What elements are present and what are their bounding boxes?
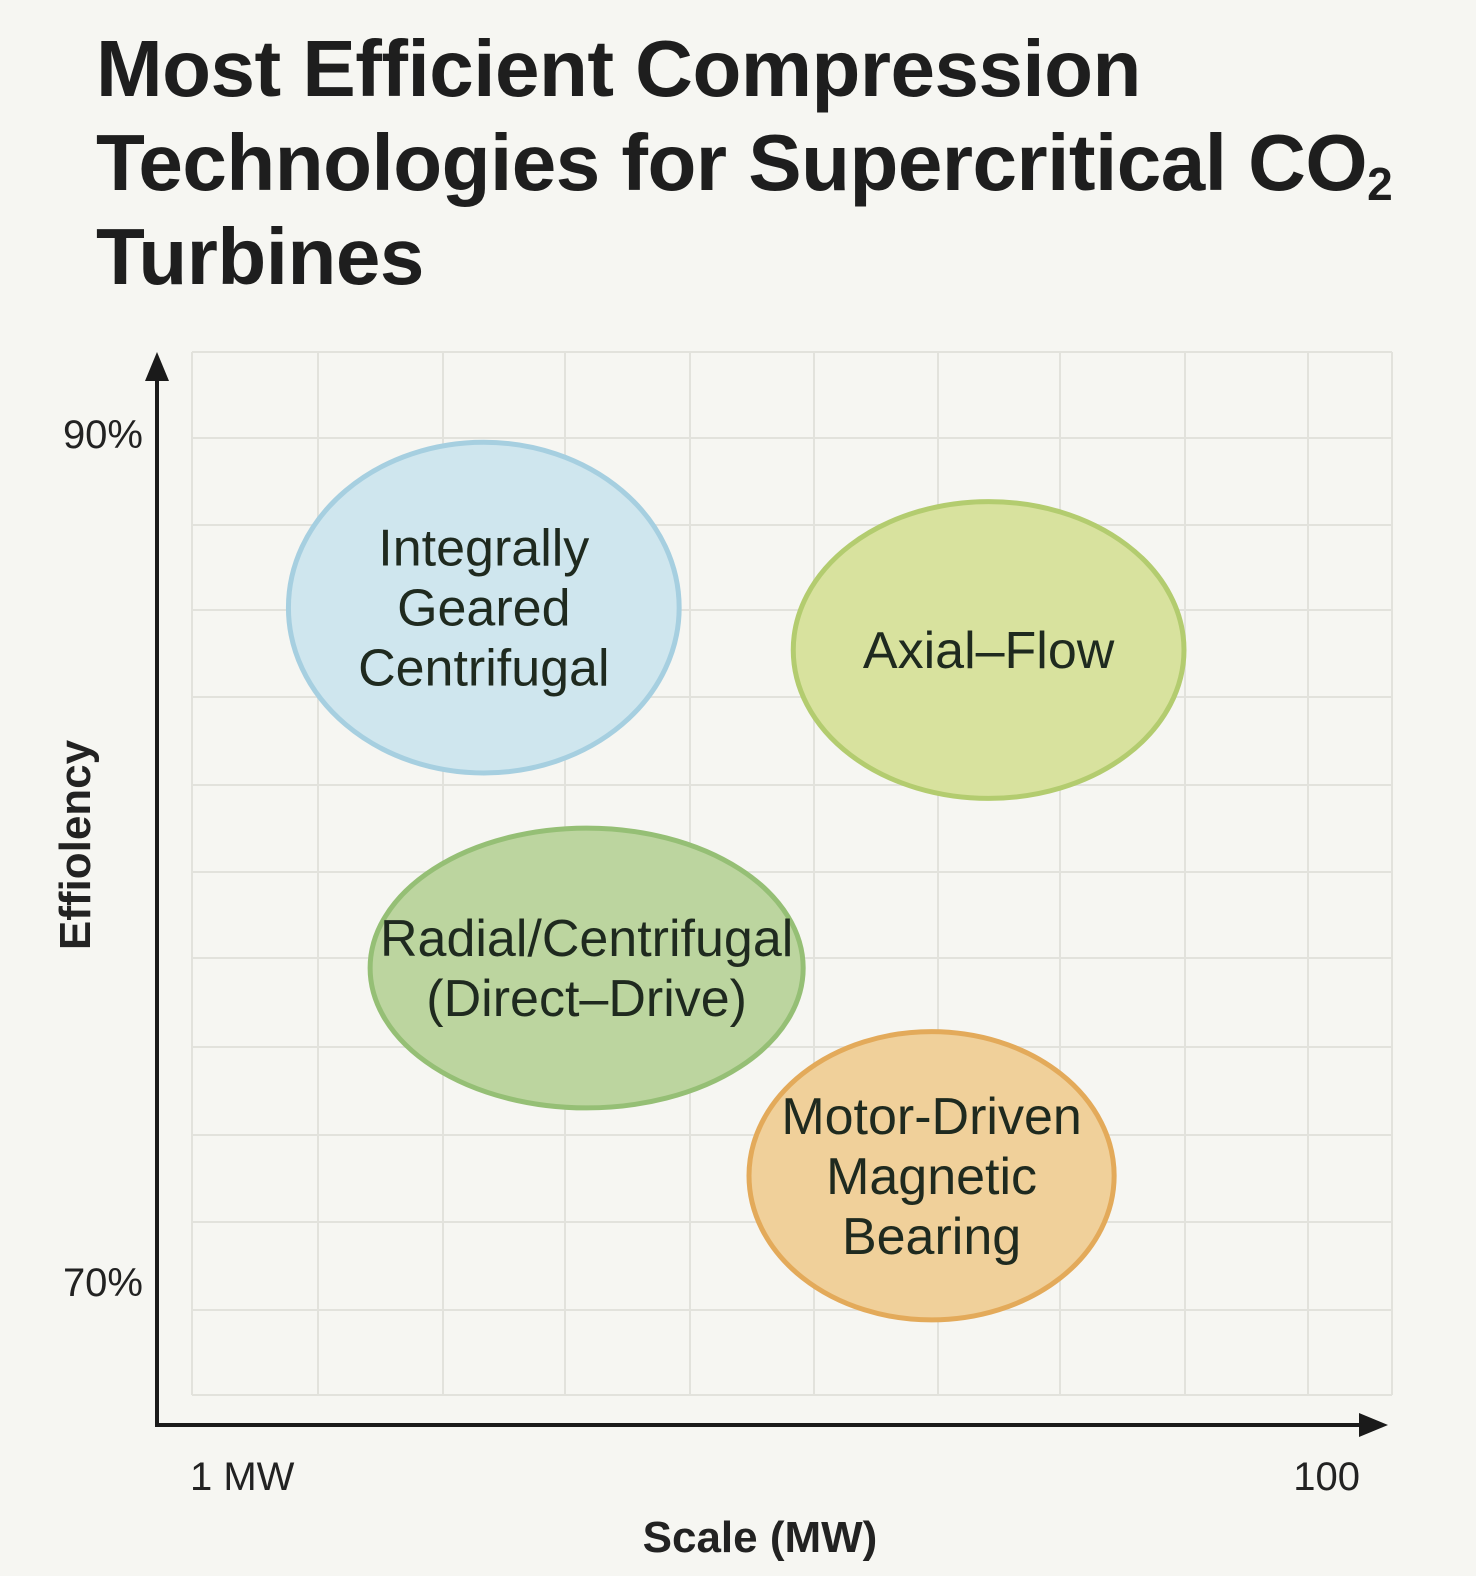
bubble-label-line: Integrally [378, 520, 589, 578]
bubble-label-line: Radial/Centrifugal [380, 910, 793, 968]
chart-title-subscript: 2 [1367, 158, 1393, 210]
x-tick-label-right: 100 [1293, 1455, 1360, 1499]
x-tick-label-left: 1 MW [190, 1455, 295, 1499]
bubble-ellipse [285, 439, 682, 776]
bubble-label-line: Geared [397, 580, 570, 638]
y-tick-label-top: 90% [63, 413, 143, 457]
x-axis-arrow-icon [1359, 1413, 1388, 1437]
bubble-label-line: Magnetic [826, 1148, 1037, 1206]
axes [145, 352, 1388, 1437]
bubble-radial-centrifugal-direct-drive: Radial/Centrifugal(Direct–Drive) [367, 825, 806, 1111]
ticks: 90% 70% 1 MW 100 [63, 413, 1360, 1499]
y-axis-arrow-icon [145, 352, 169, 381]
bubble-axial-flow: Axial–Flow [790, 499, 1187, 801]
bubble-ellipse [367, 825, 806, 1111]
chart-title-main: Most Efficient Compression Technologies … [96, 24, 1368, 207]
y-tick-label-bottom: 70% [63, 1261, 143, 1305]
bubble-label-line: (Direct–Drive) [426, 970, 747, 1028]
y-axis-title: Effiolency [51, 739, 100, 950]
bubble-ellipse [746, 1029, 1117, 1323]
bubble-label-line: Motor-Driven [781, 1088, 1082, 1146]
x-axis-title: Scale (MW) [643, 1513, 878, 1562]
bubble-label-line: Axial–Flow [863, 622, 1115, 680]
chart-title: Most Efficient Compression Technologies … [96, 22, 1426, 304]
bubble-ellipse [790, 499, 1187, 801]
bubble-label-line: Bearing [842, 1208, 1021, 1266]
chart-title-tail: Turbines [96, 212, 424, 301]
bubble-label-line: Centrifugal [358, 640, 609, 698]
